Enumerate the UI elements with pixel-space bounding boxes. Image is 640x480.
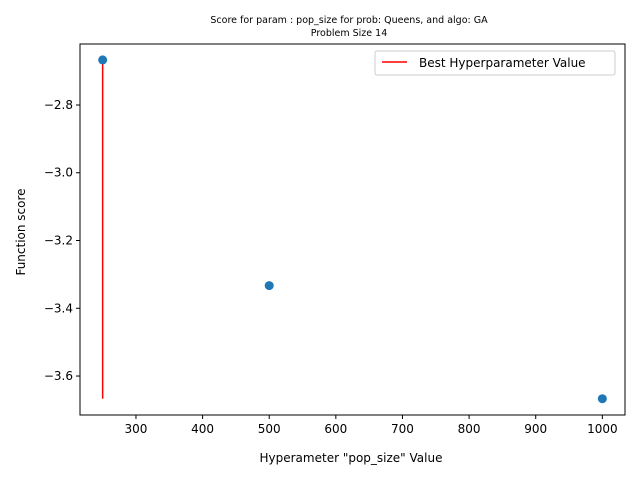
y-axis-ticks: −3.6 −3.4 −3.2 −3.0 −2.8 xyxy=(44,98,80,383)
legend-entry-best-hyperparameter: Best Hyperparameter Value xyxy=(419,56,586,70)
x-tick-label: 1000 xyxy=(587,422,618,436)
x-tick-label: 300 xyxy=(125,422,148,436)
y-axis-label: Function score xyxy=(14,188,28,275)
y-tick-label: −3.0 xyxy=(44,166,73,180)
plot-area xyxy=(79,43,626,416)
legend-frame xyxy=(374,50,616,76)
y-tick-label: −3.2 xyxy=(44,234,73,248)
y-tick-label: −3.6 xyxy=(44,369,73,383)
plot-frame xyxy=(79,43,626,416)
x-tick-label: 800 xyxy=(458,422,481,436)
scatter-point xyxy=(597,394,607,404)
chart-subtitle: Problem Size 14 xyxy=(311,28,387,39)
scatter-point xyxy=(264,281,274,291)
y-tick-label: −2.8 xyxy=(44,98,73,112)
x-tick-label: 600 xyxy=(324,422,347,436)
x-tick-label: 900 xyxy=(524,422,547,436)
x-axis-label: Hyperameter "pop_size" Value xyxy=(260,451,443,465)
x-tick-label: 400 xyxy=(191,422,214,436)
x-tick-label: 500 xyxy=(258,422,281,436)
x-axis-ticks: 300 400 500 600 700 800 900 1000 xyxy=(125,415,618,436)
y-tick-label: −3.4 xyxy=(44,301,73,315)
x-tick-label: 700 xyxy=(391,422,414,436)
chart-title: Score for param : pop_size for prob: Que… xyxy=(210,15,488,26)
scatter-point xyxy=(98,55,108,65)
chart-marks xyxy=(98,55,607,404)
legend: Best Hyperparameter Value xyxy=(374,50,616,76)
